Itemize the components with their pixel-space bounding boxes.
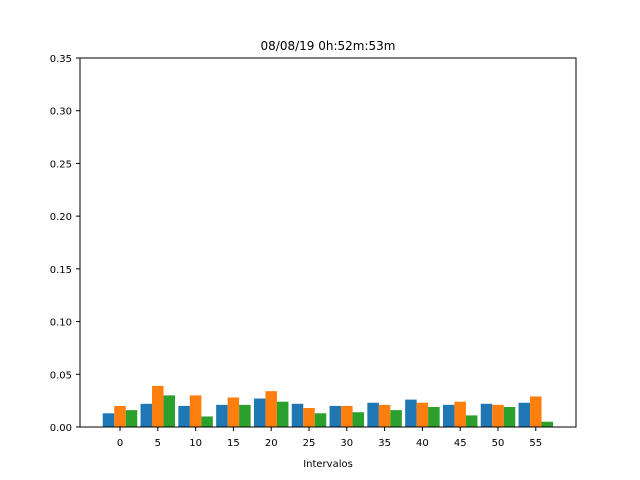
x-tick-label: 0 [117,438,123,449]
bar-series1-cat-50 [480,403,493,427]
y-tick-label: 0.30 [50,107,72,118]
x-tick-label: 55 [529,438,542,449]
x-tick-label: 40 [416,438,429,449]
bar-series2-cat-45 [454,401,466,427]
bar-series3-cat-50 [503,406,516,427]
bar-series3-cat-30 [352,412,365,427]
x-tick-label: 10 [189,438,202,449]
bar-series3-cat-20 [276,401,289,427]
bar-series2-cat-30 [341,405,353,427]
bar-series1-cat-20 [253,398,266,427]
x-tick-label: 30 [340,438,353,449]
bar-series3-cat-55 [541,421,554,427]
bar-series2-cat-15 [227,397,240,427]
bar-series2-cat-5 [152,385,164,427]
y-tick-label: 0.25 [50,159,72,170]
bar-series2-cat-35 [378,404,391,427]
y-tick-label: 0.20 [50,212,72,223]
bar-series3-cat-15 [239,404,251,427]
chart-title: 08/08/19 0h:52m:53m [261,39,396,53]
x-tick-label: 5 [155,438,161,449]
bar-series2-cat-20 [265,391,277,427]
bar-series1-cat-5 [140,403,153,427]
bar-series3-cat-40 [428,406,440,427]
bar-series1-cat-45 [442,404,455,427]
bar-series2-cat-40 [416,402,429,427]
bars-group [102,385,554,427]
x-tick-label: 15 [227,438,240,449]
x-tick-label: 20 [265,438,278,449]
bar-series2-cat-0 [114,405,126,427]
bar-series1-cat-40 [405,399,417,427]
x-axis-label: Intervalos [303,459,353,470]
bar-series2-cat-10 [189,395,202,427]
bar-series1-cat-35 [367,402,379,427]
bar-series3-cat-10 [201,416,213,427]
bar-series2-cat-50 [492,404,504,427]
bar-series3-cat-45 [465,415,478,427]
bar-series3-cat-35 [390,410,402,427]
bar-series1-cat-10 [178,405,190,427]
y-tick-label: 0.15 [50,265,72,276]
x-tick-label: 50 [492,438,505,449]
bar-series2-cat-25 [303,408,315,427]
y-axis: 0.00 0.05 0.10 0.15 0.20 0.25 0.30 0.35 [50,54,80,434]
bar-series1-cat-55 [518,402,531,427]
x-tick-label: 25 [303,438,316,449]
x-tick-label: 35 [378,438,391,449]
bar-series1-cat-25 [291,403,304,427]
plot-frame [79,57,577,428]
bar-series2-cat-55 [530,396,542,427]
bar-series1-cat-30 [329,405,342,427]
x-axis: 0 5 10 15 20 25 30 35 40 45 50 55 [117,427,542,449]
bar-series3-cat-0 [125,410,138,427]
bar-series1-cat-15 [216,404,228,427]
y-tick-label: 0.35 [50,54,72,65]
x-tick-label: 45 [454,438,467,449]
y-tick-label: 0.00 [50,423,72,434]
bar-series3-cat-5 [163,395,176,427]
bar-series1-cat-0 [102,413,115,427]
y-tick-label: 0.05 [50,370,72,381]
y-tick-label: 0.10 [50,318,72,329]
bar-series3-cat-25 [314,413,327,427]
